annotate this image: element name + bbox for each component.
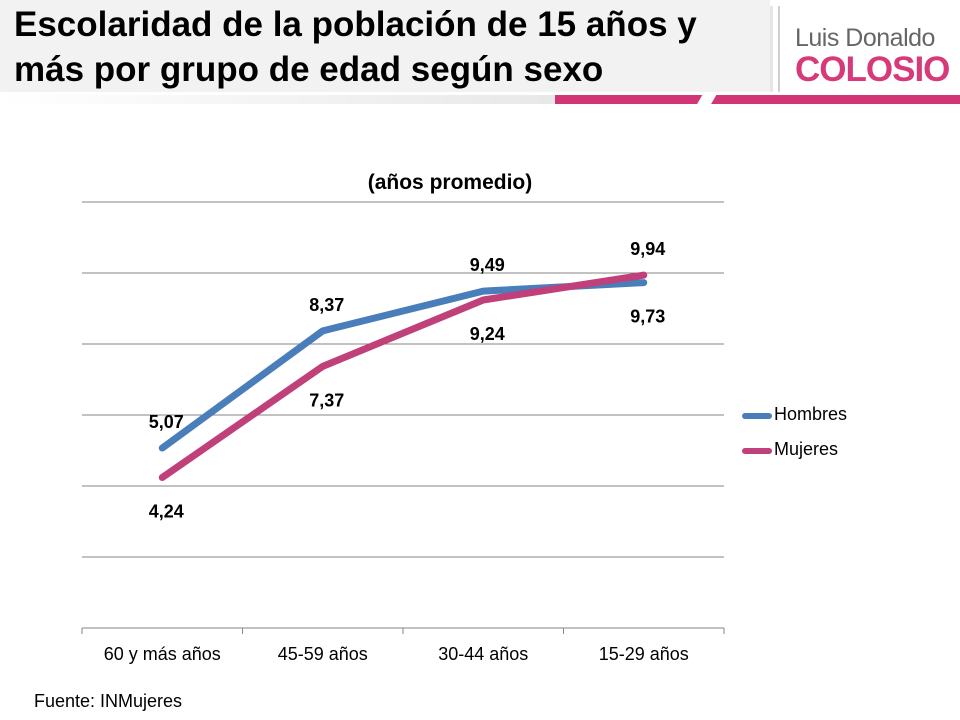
header-accent-strip xyxy=(555,95,960,104)
series-line-hombres xyxy=(158,279,648,452)
brand-name-top: Luis Donaldo xyxy=(795,24,935,52)
legend-label-hombres: Hombres xyxy=(774,404,848,424)
data-label-mujeres: 4,24 xyxy=(149,501,184,521)
data-label-hombres: 8,37 xyxy=(309,295,344,315)
data-label-hombres: 5,07 xyxy=(149,412,184,432)
data-label-hombres: 9,49 xyxy=(470,255,505,275)
legend-swatch-hombres xyxy=(742,413,772,419)
data-point-hombres xyxy=(640,279,647,286)
data-point-hombres xyxy=(480,288,487,295)
data-label-mujeres: 9,94 xyxy=(630,239,665,259)
data-label-hombres: 9,73 xyxy=(630,307,665,327)
data-point-hombres xyxy=(319,327,326,334)
data-point-mujeres xyxy=(480,296,487,303)
x-tick-label: 45-59 años xyxy=(278,644,368,664)
chart-title: (años promedio) xyxy=(367,171,533,194)
header-divider xyxy=(770,6,773,92)
data-point-mujeres xyxy=(640,272,647,279)
brand-name-bottom: COLOSIO xyxy=(795,50,950,89)
x-tick-label: 15-29 años xyxy=(599,644,689,664)
header-divider xyxy=(778,6,780,92)
legend-label-mujeres: Mujeres xyxy=(774,439,839,459)
data-point-mujeres xyxy=(319,363,326,370)
header-accent-gray xyxy=(0,95,555,104)
page-title: Escolaridad de la población de 15 años y… xyxy=(14,5,697,89)
legend-swatch-mujeres xyxy=(742,448,772,454)
data-label-mujeres: 9,24 xyxy=(470,324,505,344)
data-point-mujeres xyxy=(159,474,166,481)
x-tick-label: 30-44 años xyxy=(438,644,528,664)
series-line-mujeres xyxy=(158,271,648,481)
data-label-mujeres: 7,37 xyxy=(309,390,344,410)
source-note: Fuente: INMujeres xyxy=(34,691,183,711)
x-tick-label: 60 y más años xyxy=(104,644,221,664)
title-band xyxy=(0,0,770,92)
brand-logo: Luis Donaldo COLOSIO xyxy=(795,18,955,89)
data-point-hombres xyxy=(159,445,166,452)
